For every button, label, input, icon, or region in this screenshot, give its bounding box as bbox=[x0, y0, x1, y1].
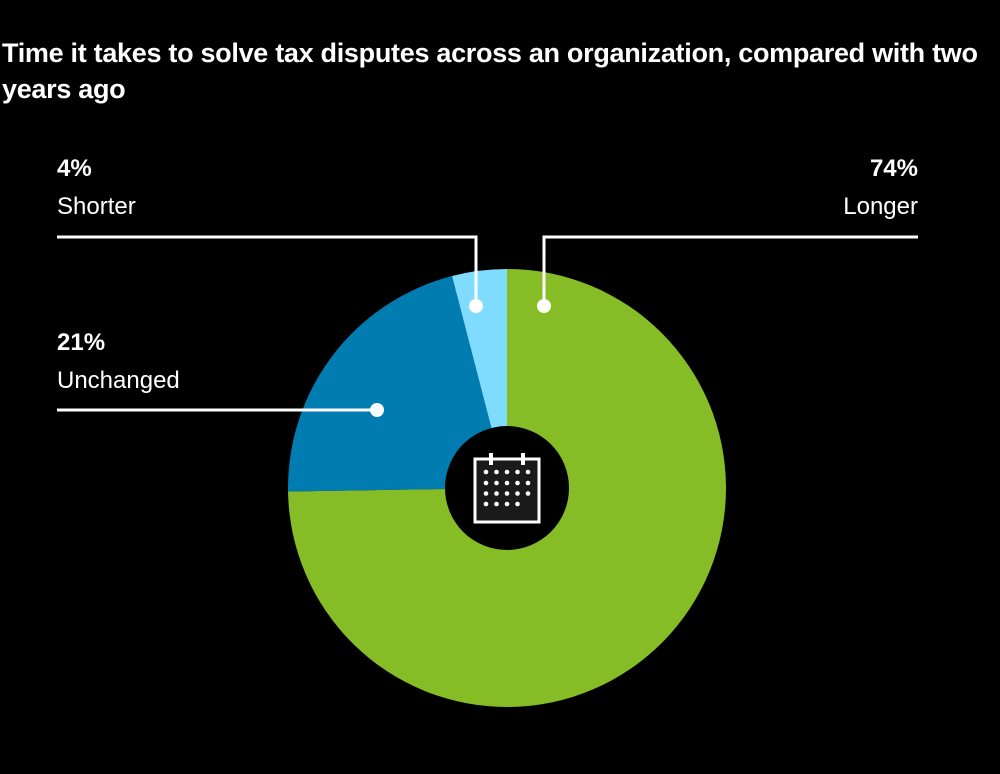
calendar-day-dot bbox=[494, 469, 499, 475]
shorter-leader-line bbox=[57, 235, 478, 306]
pie-slice-unchanged bbox=[288, 276, 507, 492]
longer-leader-dot bbox=[537, 299, 551, 313]
label-longer-value: 74% bbox=[869, 155, 918, 182]
calendar-day-dot bbox=[494, 480, 499, 486]
calendar-icon bbox=[473, 453, 541, 524]
calendar-day-dot bbox=[515, 480, 520, 486]
label-unchanged: 21% Unchanged bbox=[57, 324, 180, 400]
calendar-day-dot bbox=[515, 491, 520, 496]
calendar-day-dot bbox=[525, 491, 531, 496]
label-longer-name: Longer bbox=[843, 193, 918, 220]
longer-leader-line bbox=[542, 235, 918, 306]
label-longer: 74% Longer bbox=[843, 150, 918, 226]
calendar-day-dot bbox=[483, 469, 489, 475]
calendar-day-dot bbox=[525, 480, 531, 486]
calendar-day-dot bbox=[483, 491, 489, 496]
calendar-day-dot bbox=[483, 501, 489, 507]
label-shorter-value: 4% bbox=[57, 155, 92, 182]
chart-title: Time it takes to solve tax disputes acro… bbox=[2, 38, 978, 104]
label-shorter: 4% Shorter bbox=[57, 150, 136, 226]
calendar-day-dot bbox=[494, 491, 499, 496]
shorter-leader-dot bbox=[469, 299, 483, 313]
unchanged-leader-dot bbox=[370, 403, 384, 417]
calendar-day-dot bbox=[504, 480, 510, 486]
calendar-day-dot bbox=[515, 469, 520, 475]
calendar-day-dot bbox=[504, 491, 510, 496]
label-unchanged-name: Unchanged bbox=[57, 367, 180, 394]
calendar-day-dot bbox=[504, 501, 510, 507]
calendar-day-dot bbox=[504, 469, 510, 475]
label-unchanged-value: 21% bbox=[57, 329, 106, 356]
calendar-day-dot bbox=[525, 469, 531, 475]
calendar-day-dot bbox=[515, 501, 520, 507]
label-shorter-name: Shorter bbox=[57, 193, 136, 220]
calendar-day-dot bbox=[483, 480, 489, 486]
calendar-day-dot bbox=[494, 501, 499, 507]
